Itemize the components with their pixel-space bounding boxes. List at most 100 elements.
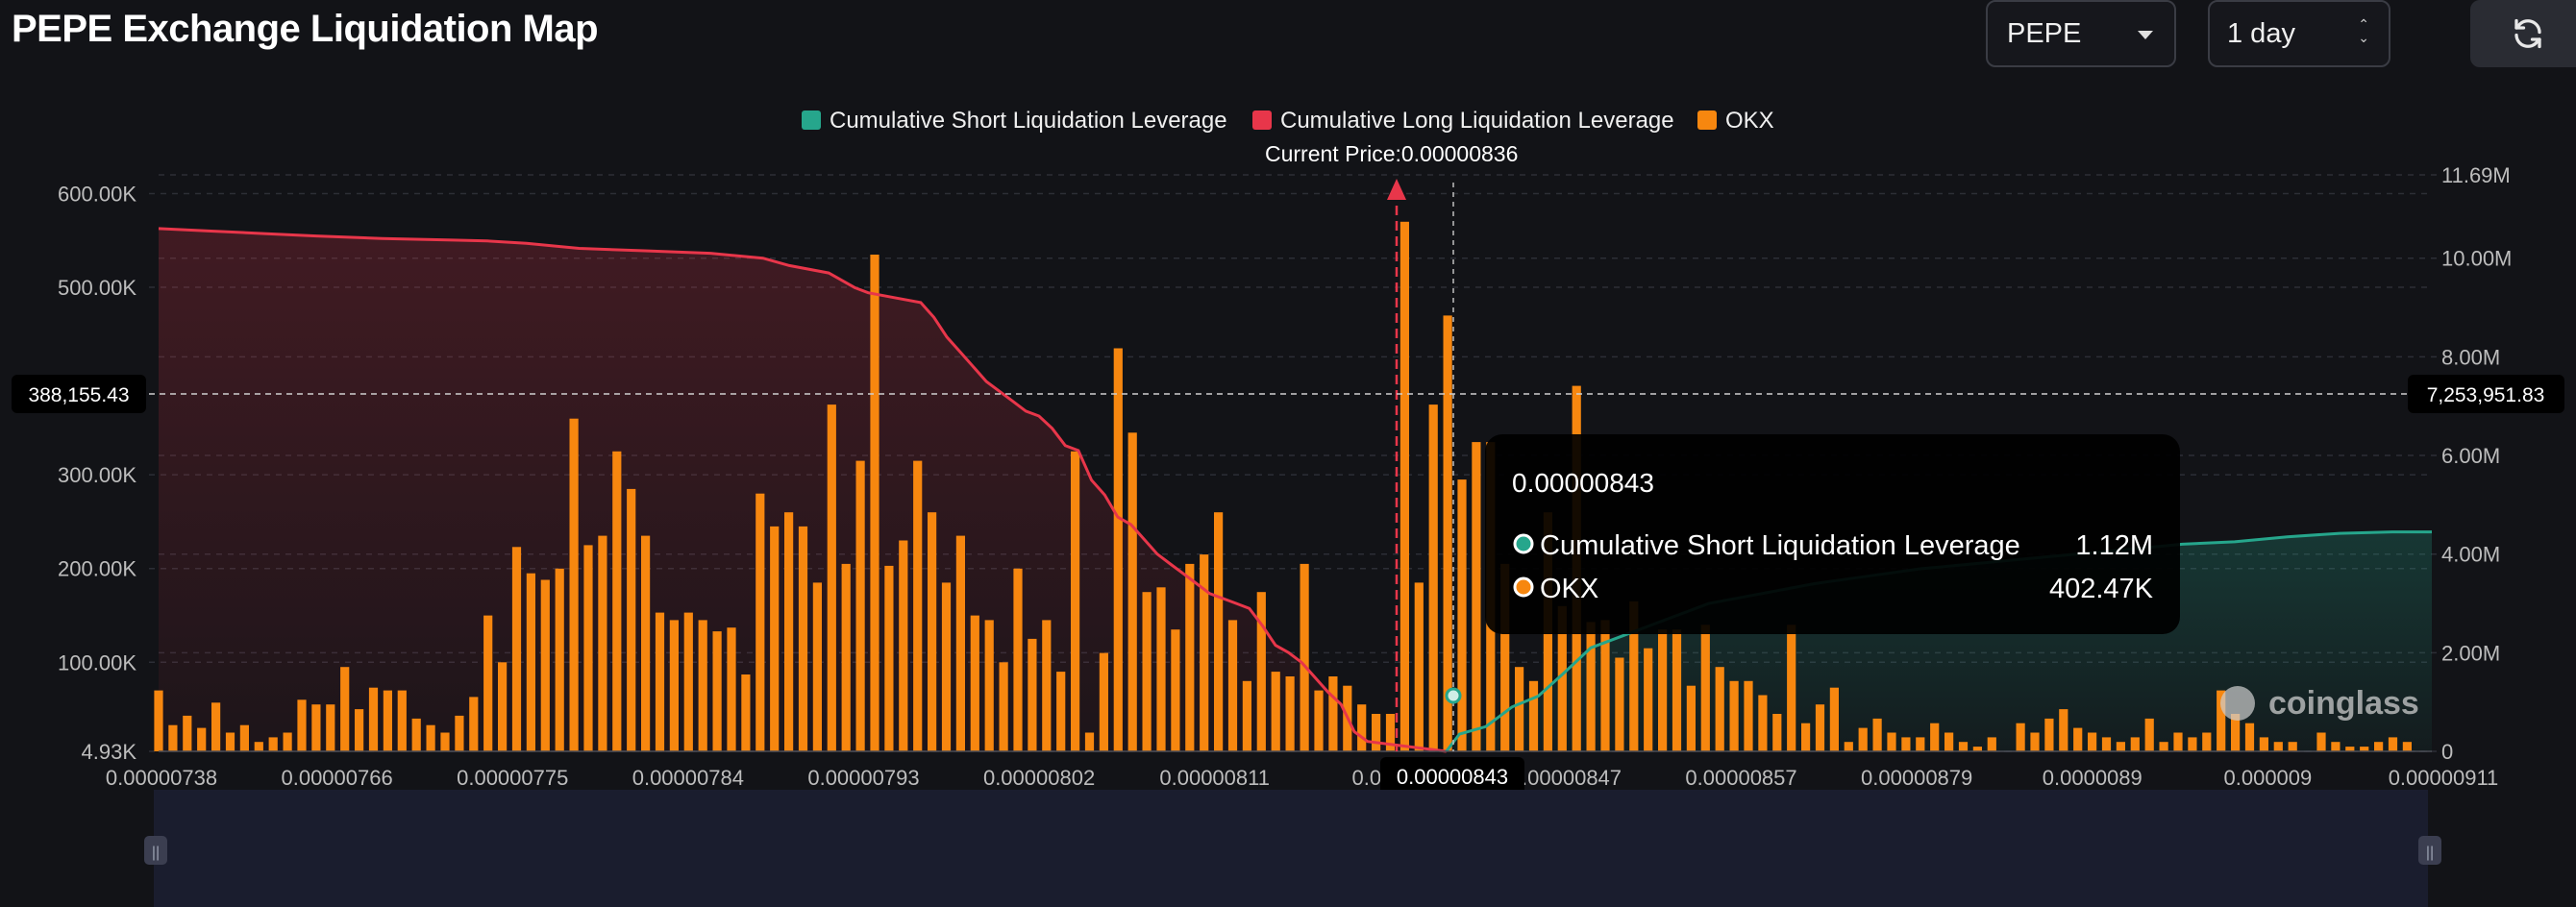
okx-bar	[855, 460, 865, 751]
left-axis-tick: 200.00K	[58, 557, 136, 581]
okx-bar	[555, 568, 564, 751]
okx-bar	[326, 704, 335, 751]
refresh-button[interactable]	[2470, 0, 2576, 67]
okx-bar	[1944, 732, 1954, 751]
okx-bar	[1758, 695, 1768, 751]
okx-bar	[1242, 680, 1251, 751]
okx-bar	[2073, 727, 2083, 751]
navigator-right-handle[interactable]	[2418, 836, 2441, 865]
okx-bar	[1600, 620, 1610, 751]
crosshair-left-label: 388,155.43	[28, 384, 129, 406]
x-axis-tick: 0.00000879	[1861, 766, 1972, 790]
okx-bar	[1185, 563, 1195, 751]
okx-bar	[498, 662, 508, 751]
okx-bars	[154, 221, 2412, 752]
okx-bar	[1256, 592, 1266, 751]
okx-bar	[1700, 625, 1710, 751]
okx-bar	[727, 627, 736, 751]
okx-bar	[2231, 714, 2241, 751]
okx-bar	[2202, 732, 2212, 751]
okx-bar	[655, 612, 665, 751]
right-axis-tick: 11.69M	[2441, 163, 2511, 187]
legend: Cumulative Short Liquidation Leverage Cu…	[802, 108, 1774, 134]
okx-bar	[1729, 680, 1739, 751]
x-axis-tick: 0.000009	[2224, 766, 2313, 790]
okx-bar	[297, 699, 307, 751]
okx-bar	[2059, 709, 2068, 751]
okx-bar	[1428, 404, 1438, 751]
left-axis-tick: 600.00K	[58, 183, 136, 207]
okx-bar	[698, 620, 707, 751]
okx-bar	[569, 418, 579, 751]
coin-select[interactable]: PEPE	[1986, 0, 2176, 67]
period-select[interactable]: 1 day ⌃ ⌄	[2208, 0, 2390, 67]
okx-bar	[1686, 685, 1696, 751]
okx-bar	[1414, 582, 1424, 751]
okx-bar	[340, 667, 350, 751]
up-down-arrows-icon: ⌃ ⌄	[2358, 16, 2369, 45]
tooltip: 0.00000843 Cumulative Short Liquidation …	[1485, 434, 2180, 634]
okx-bar	[2116, 742, 2125, 751]
okx-bar	[1127, 432, 1137, 751]
okx-bar	[2374, 742, 2384, 751]
grip-icon: ||	[152, 845, 160, 861]
long-cumulative-area	[159, 228, 1447, 751]
navigator-left-handle[interactable]	[144, 836, 167, 865]
okx-bar	[955, 535, 965, 751]
okx-bar	[1399, 221, 1409, 752]
okx-bar	[1084, 732, 1095, 751]
okx-bar	[1744, 680, 1753, 751]
okx-bar	[1013, 568, 1023, 751]
okx-bar	[1829, 687, 1839, 751]
okx-bar	[1557, 605, 1567, 751]
okx-bar	[1844, 742, 1853, 751]
okx-bar	[683, 612, 693, 751]
okx-bar	[1872, 718, 1882, 751]
legend-okx[interactable]: OKX	[1725, 108, 1774, 134]
coin-select-value: PEPE	[2007, 17, 2082, 49]
okx-bar	[583, 545, 593, 751]
tooltip-label-short: Cumulative Short Liquidation Leverage	[1540, 530, 2020, 561]
okx-bar	[168, 724, 178, 751]
left-axis-tick: 100.00K	[58, 650, 136, 674]
x-axis-tick: 0.00000784	[632, 766, 744, 790]
okx-bar	[2360, 747, 2369, 751]
okx-bar	[1227, 620, 1238, 751]
okx-bar	[1056, 672, 1066, 751]
okx-bar	[2016, 723, 2025, 751]
axes: 4.93K 100.00K 200.00K 300.00K 500.00K 600.00K…	[58, 163, 2512, 790]
legend-long[interactable]: Cumulative Long Liquidation Leverage	[1280, 108, 1674, 134]
okx-bar	[812, 582, 822, 751]
right-axis-tick: 4.00M	[2441, 543, 2500, 567]
right-axis-tick: 10.00M	[2441, 247, 2512, 271]
tooltip-dot-okx	[1513, 576, 1534, 598]
long-cumulative-line	[158, 227, 1447, 753]
okx-bar	[627, 488, 636, 751]
okx-bar	[1672, 629, 1682, 751]
crosshair-x-label: 0.00000843	[1397, 765, 1508, 789]
okx-bar	[2088, 732, 2097, 751]
legend-swatch-short	[802, 110, 821, 130]
okx-bar	[2188, 737, 2197, 751]
legend-short[interactable]: Cumulative Short Liquidation Leverage	[830, 108, 1227, 134]
range-navigator[interactable]: || ||	[144, 790, 2441, 907]
okx-bar	[540, 579, 550, 751]
okx-bar	[1515, 667, 1524, 751]
okx-bar	[154, 690, 163, 751]
okx-bar	[1615, 657, 1624, 751]
x-axis-tick: 0.00000811	[1159, 766, 1270, 790]
okx-bar	[2345, 747, 2355, 751]
okx-bar	[1644, 648, 1653, 751]
x-axis-tick: 0.00000766	[281, 766, 392, 790]
tooltip-dot-short	[1513, 533, 1534, 554]
okx-bar	[1958, 742, 1969, 751]
okx-bar	[2030, 732, 2040, 751]
okx-bar	[598, 535, 607, 751]
okx-bar	[841, 563, 851, 751]
tooltip-title: 0.00000843	[1512, 468, 1654, 498]
okx-bar	[1328, 676, 1338, 751]
watermark-text: coinglass	[2268, 685, 2419, 722]
okx-bar	[827, 404, 836, 751]
okx-bar	[311, 704, 321, 751]
